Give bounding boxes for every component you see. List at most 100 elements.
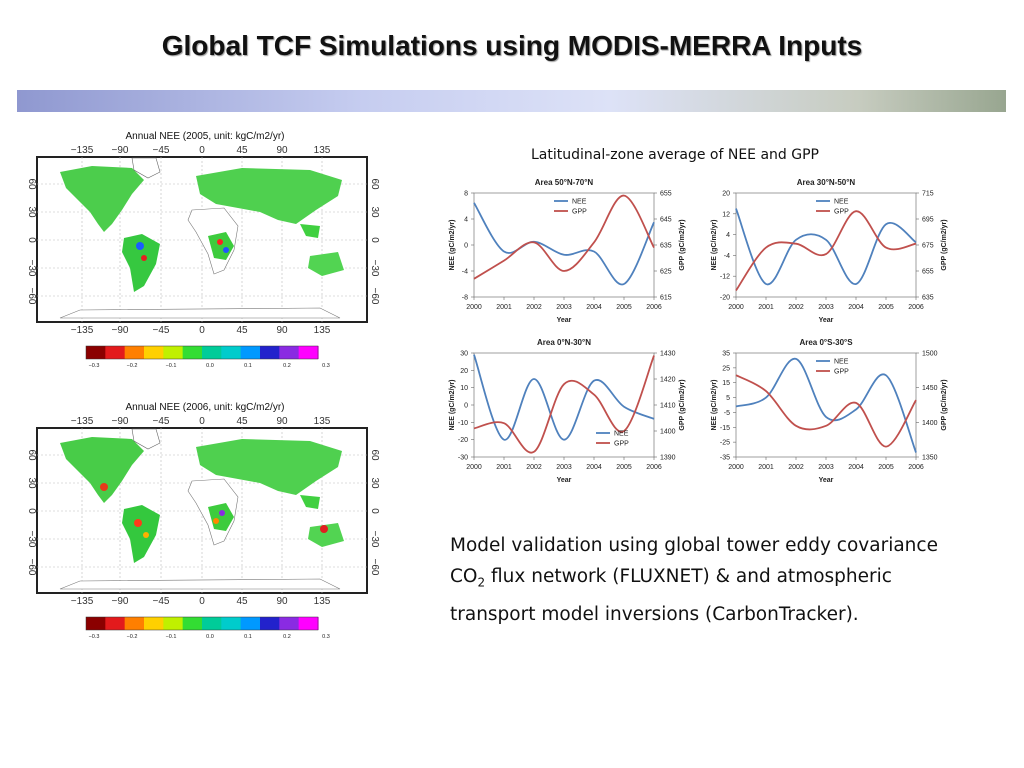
colorbar-swatch [221, 346, 242, 359]
legend-label: GPP [614, 441, 629, 448]
y2-tick-label: 625 [660, 269, 672, 276]
lon-tick: 45 [236, 596, 248, 607]
lat-ticks-left: 60 30 0 −30 −60 [26, 449, 37, 575]
colorbar-tick: 0.1 [244, 634, 252, 640]
x-tick-label: 2001 [496, 304, 512, 311]
colorbar-tick: −0.1 [166, 363, 177, 369]
x-tick-label: 2004 [586, 304, 602, 311]
legend-label: GPP [834, 369, 849, 376]
lon-tick: −90 [112, 416, 129, 427]
colorbar-swatch [144, 346, 164, 359]
y-tick-label: -8 [462, 295, 468, 302]
x-tick-label: 2003 [556, 304, 572, 311]
legend-label: GPP [572, 209, 587, 216]
y-tick-label: 5 [726, 395, 730, 402]
lon-tick: −45 [153, 145, 170, 156]
lon-tick: −135 [71, 325, 94, 336]
colorbar-swatch [124, 346, 145, 359]
x-axis-label: Year [557, 317, 572, 324]
y2-tick-label: 615 [660, 295, 672, 302]
x-tick-label: 2006 [646, 464, 662, 471]
colorbar-swatch [298, 346, 319, 359]
lat-tick: −30 [369, 260, 380, 277]
y-tick-label: 25 [722, 365, 730, 372]
y-tick-label: -12 [720, 274, 730, 281]
colorbar-swatch [279, 346, 300, 359]
lat-tick: −30 [369, 531, 380, 548]
colorbar-swatch [240, 617, 261, 630]
series-line-gpp [473, 194, 655, 280]
y-tick-label: 20 [460, 368, 468, 375]
y-tick-label: 0 [464, 403, 468, 410]
x-tick-label: 2005 [878, 304, 894, 311]
lat-ticks-right: 60 30 0 −30 −60 [369, 178, 380, 304]
lat-tick: −30 [26, 531, 37, 548]
y2-tick-label: 1410 [660, 403, 676, 410]
y-tick-label: -25 [720, 440, 730, 447]
lon-tick: −135 [71, 416, 94, 427]
lat-tick: 0 [369, 508, 380, 514]
continents [59, 157, 344, 319]
y2-axis-label: GPP (gC/m2/yr) [941, 379, 948, 430]
lat-ticks-right: 60 30 0 −30 −60 [369, 449, 380, 575]
lat-tick: −60 [26, 559, 37, 576]
x-tick-label: 2004 [848, 464, 864, 471]
x-tick-label: 2004 [586, 464, 602, 471]
validation-text-part: Model validation using global tower eddy… [450, 535, 938, 587]
legend-label: NEE [834, 199, 849, 206]
lon-tick: 90 [276, 145, 288, 156]
lat-tick: 30 [26, 477, 37, 489]
lat-tick: −60 [26, 288, 37, 305]
lat-tick: −30 [26, 260, 37, 277]
colorbar-tick: −0.3 [89, 634, 100, 640]
series-line-nee [473, 354, 655, 441]
y-tick-label: 8 [464, 191, 468, 198]
map-title: Annual NEE (2006, unit: kgC/m2/yr) [126, 402, 285, 413]
lat-tick: 0 [26, 237, 37, 243]
colorbar-swatch [163, 617, 184, 630]
legend-label: NEE [572, 199, 587, 206]
map-title: Annual NEE (2005, unit: kgC/m2/yr) [126, 131, 285, 142]
y2-tick-label: 1500 [922, 351, 938, 358]
x-tick-label: 2002 [788, 304, 804, 311]
y-tick-label: 4 [464, 217, 468, 224]
y2-tick-label: 1400 [660, 429, 676, 436]
lon-tick: 45 [236, 416, 248, 427]
co2-subscript: 2 [477, 575, 486, 590]
lon-tick: 90 [276, 325, 288, 336]
x-tick-label: 2004 [848, 304, 864, 311]
y-tick-label: 35 [722, 351, 730, 358]
latitudinal-zone-charts: Area 50°N-70°N -8 -4 0 4 8 615 625 635 645 655 2000… [449, 178, 948, 484]
y2-tick-label: 635 [922, 295, 934, 302]
y-tick-label: 12 [722, 211, 730, 218]
colorbar-tick: −0.1 [166, 634, 177, 640]
y-axis-label: NEE (gC/m2/yr) [449, 220, 456, 271]
colorbar-outline [85, 616, 319, 631]
y-tick-label: 0 [464, 243, 468, 250]
y2-tick-label: 1350 [922, 455, 938, 462]
lon-ticks-top: −135 −90 −45 0 45 90 135 [71, 145, 331, 156]
x-axis-label: Year [819, 477, 834, 484]
colorbar-swatch [182, 617, 203, 630]
y2-tick-label: 695 [922, 217, 934, 224]
colorbar-tick: −0.3 [89, 363, 100, 369]
lat-tick: 60 [369, 449, 380, 461]
x-tick-label: 2000 [728, 464, 744, 471]
y2-tick-label: 655 [922, 269, 934, 276]
y-axis-label: NEE (gC/m2/yr) [711, 380, 718, 431]
lon-tick: 90 [276, 416, 288, 427]
lon-tick: −45 [153, 325, 170, 336]
y-tick-label: 4 [726, 232, 730, 239]
y2-tick-label: 635 [660, 243, 672, 250]
colorbar-swatch [298, 617, 319, 630]
colorbar-outline [85, 345, 319, 360]
series-line-nee [735, 357, 917, 453]
colorbar-swatch [105, 346, 126, 359]
colorbar-swatch [260, 617, 280, 630]
zone-chart: Area 30°N-50°N -20 -12 -4 4 12 20 635 655 675 695 7… [711, 178, 948, 324]
colorbar-swatch [260, 346, 280, 359]
y-tick-label: -5 [724, 410, 730, 417]
series-line-gpp [473, 355, 655, 454]
x-tick-label: 2001 [496, 464, 512, 471]
colorbar-ticks: −0.3 −0.2 −0.1 0.0 0.1 0.2 0.3 [89, 634, 330, 640]
